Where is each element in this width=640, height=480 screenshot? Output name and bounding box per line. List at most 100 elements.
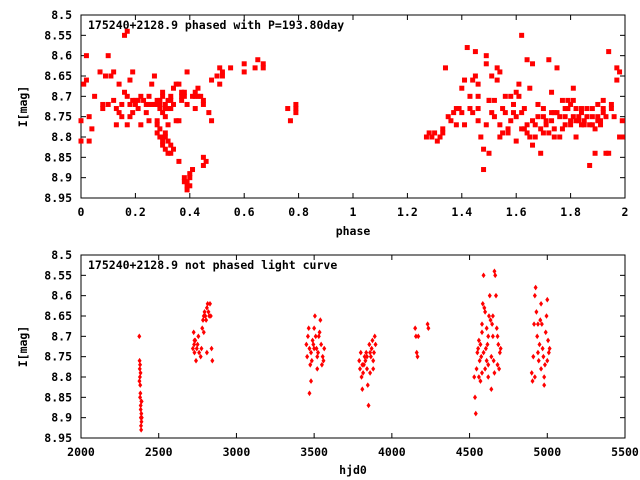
data-point xyxy=(151,101,157,107)
data-point xyxy=(547,345,552,352)
data-point xyxy=(487,292,492,299)
data-point xyxy=(502,93,508,99)
data-point xyxy=(165,122,171,128)
data-point xyxy=(203,313,208,319)
data-point xyxy=(467,106,473,112)
data-point xyxy=(617,69,623,75)
data-point xyxy=(568,122,574,128)
data-point xyxy=(320,353,325,360)
data-point xyxy=(122,89,128,95)
data-point xyxy=(530,61,536,67)
data-point xyxy=(546,337,551,344)
data-point xyxy=(487,313,491,319)
data-point xyxy=(192,341,197,348)
data-point xyxy=(322,345,327,352)
data-point xyxy=(157,106,163,112)
data-point xyxy=(165,138,171,144)
y-tick-label: 8.65 xyxy=(44,69,72,83)
data-point xyxy=(437,134,443,140)
data-point xyxy=(187,171,193,177)
data-point xyxy=(208,313,213,319)
data-point xyxy=(312,345,317,352)
data-point xyxy=(217,81,223,87)
data-point xyxy=(508,93,514,99)
data-point xyxy=(570,114,576,120)
data-point xyxy=(500,130,506,136)
data-point xyxy=(494,65,500,71)
data-point xyxy=(139,418,144,425)
data-point xyxy=(137,378,142,384)
data-point xyxy=(557,114,563,120)
data-point xyxy=(307,390,312,397)
data-point xyxy=(368,349,373,356)
data-point xyxy=(122,32,128,38)
data-point xyxy=(371,357,376,364)
y-axis-label: I[mag] xyxy=(16,86,30,128)
data-point xyxy=(195,341,200,348)
data-point xyxy=(360,362,365,368)
data-point xyxy=(611,114,617,120)
data-point xyxy=(480,301,485,307)
data-point xyxy=(184,183,190,189)
data-point xyxy=(363,357,368,364)
data-point xyxy=(204,349,209,356)
data-point xyxy=(157,101,163,107)
data-point xyxy=(130,69,136,75)
data-point xyxy=(149,81,155,87)
data-point xyxy=(581,122,587,128)
data-point xyxy=(535,321,540,327)
data-point xyxy=(576,118,582,124)
data-point xyxy=(170,101,176,107)
data-point xyxy=(497,134,503,140)
data-point xyxy=(472,374,477,380)
data-point xyxy=(316,349,321,356)
data-point xyxy=(451,110,457,116)
data-point xyxy=(100,106,106,112)
data-point xyxy=(478,341,483,348)
data-point xyxy=(83,77,89,83)
data-point xyxy=(192,349,197,356)
data-point xyxy=(490,313,495,319)
y-tick-label: 8.55 xyxy=(44,268,72,282)
data-point xyxy=(595,118,601,124)
data-point xyxy=(135,97,141,103)
data-point xyxy=(194,357,199,364)
data-point xyxy=(368,370,373,376)
x-tick-label: 4000 xyxy=(378,445,406,459)
data-point xyxy=(127,77,133,83)
data-point xyxy=(549,110,555,116)
data-point xyxy=(170,146,176,152)
data-point xyxy=(157,97,163,103)
data-point xyxy=(442,65,448,71)
phased-light-curve-panel: 0 0.2 0.4 0.6 0.8 1 1.2 1.4 1.6 1.8 2 8.5 8.55 8.6 8.6… xyxy=(16,8,628,238)
data-point xyxy=(539,321,544,327)
data-point xyxy=(483,309,488,315)
data-point xyxy=(184,69,190,75)
data-point xyxy=(592,150,598,156)
data-point xyxy=(551,134,557,140)
y-tick-label: 8.5 xyxy=(51,8,72,22)
data-point xyxy=(551,126,557,132)
data-point xyxy=(200,101,206,107)
data-point xyxy=(165,97,171,103)
data-points xyxy=(137,268,552,433)
data-point xyxy=(366,402,371,409)
data-point xyxy=(535,349,540,356)
data-point xyxy=(203,158,209,164)
data-point xyxy=(603,114,609,120)
data-point xyxy=(481,167,487,173)
data-point xyxy=(537,341,542,348)
data-point xyxy=(146,118,152,124)
data-point xyxy=(549,118,555,124)
y-axis-label: I[mag] xyxy=(16,326,30,368)
data-point xyxy=(293,101,299,107)
data-point xyxy=(516,81,522,87)
data-point xyxy=(416,333,421,340)
data-point xyxy=(195,85,201,91)
data-point xyxy=(488,317,493,323)
x-axis-label: phase xyxy=(336,224,371,238)
data-point xyxy=(497,366,502,372)
data-point xyxy=(205,301,210,307)
data-point xyxy=(544,313,549,319)
data-point xyxy=(357,357,362,364)
